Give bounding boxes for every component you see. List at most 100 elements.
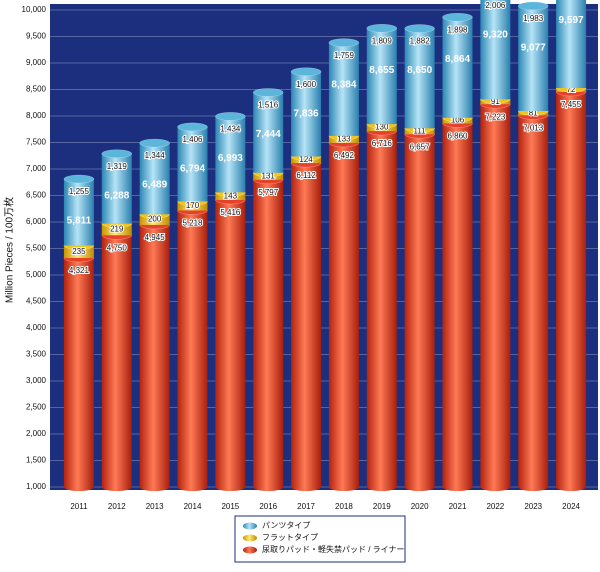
value-label: 1,759: [334, 51, 355, 60]
total-label: 5,811: [67, 216, 92, 227]
x-tick-label: 2018: [335, 502, 353, 511]
y-tick-label: 1,000: [26, 482, 47, 491]
value-label: 1,600: [296, 80, 317, 89]
y-tick-label: 4,500: [26, 297, 47, 306]
total-label: 6,993: [218, 153, 243, 164]
value-label: 200: [148, 215, 162, 224]
value-label: 235: [72, 247, 86, 256]
bar-segment: [480, 0, 511, 100]
bar-segment-top: [366, 24, 398, 33]
value-label: 6,112: [296, 171, 316, 180]
total-label: 9,597: [559, 15, 584, 26]
value-label: 1,344: [145, 151, 166, 160]
x-tick-label: 2017: [297, 502, 315, 511]
bar-segment: [480, 104, 511, 487]
bar-segment: [518, 115, 549, 487]
y-tick-label: 8,000: [26, 111, 47, 120]
bar-segment: [328, 142, 359, 487]
bar-segment: [139, 224, 170, 488]
bar-segment: [63, 179, 94, 246]
total-label: 7,444: [256, 129, 281, 140]
value-label: 1,898: [447, 25, 468, 34]
y-tick-label: 8,500: [26, 85, 47, 94]
bar-segment-top: [404, 24, 435, 33]
y-tick-label: 3,000: [26, 376, 47, 385]
value-label: 219: [110, 225, 124, 234]
bar-segment: [404, 28, 435, 129]
bar-segment: [328, 42, 359, 136]
bar-segment: [291, 163, 322, 487]
value-label: 130: [375, 123, 389, 132]
value-label: 7,013: [523, 123, 544, 132]
y-tick-label: 7,000: [26, 164, 47, 173]
x-tick-label: 2020: [411, 502, 429, 511]
value-label: 143: [224, 191, 238, 200]
bar-segment: [442, 17, 473, 118]
bar-segment-top: [215, 112, 246, 121]
value-label: 5,218: [182, 219, 203, 228]
legend-label: フラットタイプ: [262, 533, 318, 542]
total-label: 7,836: [294, 108, 319, 119]
total-label: 6,489: [142, 180, 167, 191]
x-tick-label: 2011: [70, 502, 88, 511]
x-tick-label: 2024: [562, 502, 580, 511]
value-label: 91: [491, 97, 500, 106]
bar-segment-top: [290, 67, 322, 76]
y-tick-label: 5,500: [26, 244, 47, 253]
bar-segment-top: [442, 12, 473, 22]
value-label: 4,945: [145, 233, 166, 242]
value-label: 6,657: [410, 142, 431, 151]
value-label: 6,492: [334, 151, 355, 160]
legend-icon: [243, 534, 257, 542]
value-label: 5,797: [258, 188, 279, 197]
bar-segment: [177, 210, 208, 488]
y-tick-label: 6,000: [26, 217, 47, 226]
y-tick-label: 2,500: [26, 403, 47, 412]
total-label: 8,864: [445, 54, 470, 65]
y-tick-label: 7,500: [26, 138, 47, 147]
y-tick-label: 3,500: [26, 350, 47, 359]
y-tick-label: 5,000: [26, 270, 47, 279]
value-label: 1,882: [410, 37, 431, 46]
x-tick-label: 2022: [486, 502, 504, 511]
value-label: 170: [186, 201, 200, 210]
value-label: 7,223: [485, 112, 506, 121]
y-tick-label: 2,000: [26, 429, 47, 438]
x-tick-label: 2023: [524, 502, 542, 511]
bar-segment: [366, 28, 397, 125]
y-tick-label: 6,500: [26, 191, 47, 200]
value-label: 1,255: [69, 187, 90, 196]
y-axis-label: Million Pieces / 100万枚: [3, 197, 16, 303]
total-label: 8,650: [407, 65, 432, 76]
value-label: 5,416: [220, 208, 241, 217]
total-label: 9,077: [521, 43, 546, 54]
value-label: 1,434: [220, 124, 241, 133]
bar-segment: [139, 143, 170, 215]
y-tick-label: 9,500: [26, 32, 47, 41]
plot-area: [50, 4, 598, 490]
bar-segment: [291, 71, 322, 157]
value-label: 6,716: [372, 139, 393, 148]
bar-segment: [63, 257, 94, 487]
bar-segment-top: [252, 88, 284, 97]
legend-icon: [243, 546, 257, 554]
bar-segment: [253, 92, 284, 173]
value-label: 124: [299, 155, 313, 164]
value-label: 72: [567, 85, 576, 94]
bar-segment: [101, 235, 132, 487]
value-label: 81: [529, 108, 538, 117]
value-label: 1,809: [372, 36, 393, 45]
value-label: 111: [414, 126, 427, 135]
value-label: 2,006: [485, 1, 506, 10]
total-label: 6,794: [180, 164, 205, 175]
legend-label: パンツタイプ: [262, 521, 310, 530]
bar-segment: [366, 131, 397, 487]
bar-segment-top: [101, 149, 133, 158]
bar-segment: [442, 123, 473, 488]
value-label: 1,516: [258, 101, 279, 110]
legend-box: [234, 515, 406, 563]
y-tick-label: 10,000: [22, 5, 47, 14]
bar-segment: [101, 223, 132, 236]
bar-segment-top: [328, 38, 360, 47]
